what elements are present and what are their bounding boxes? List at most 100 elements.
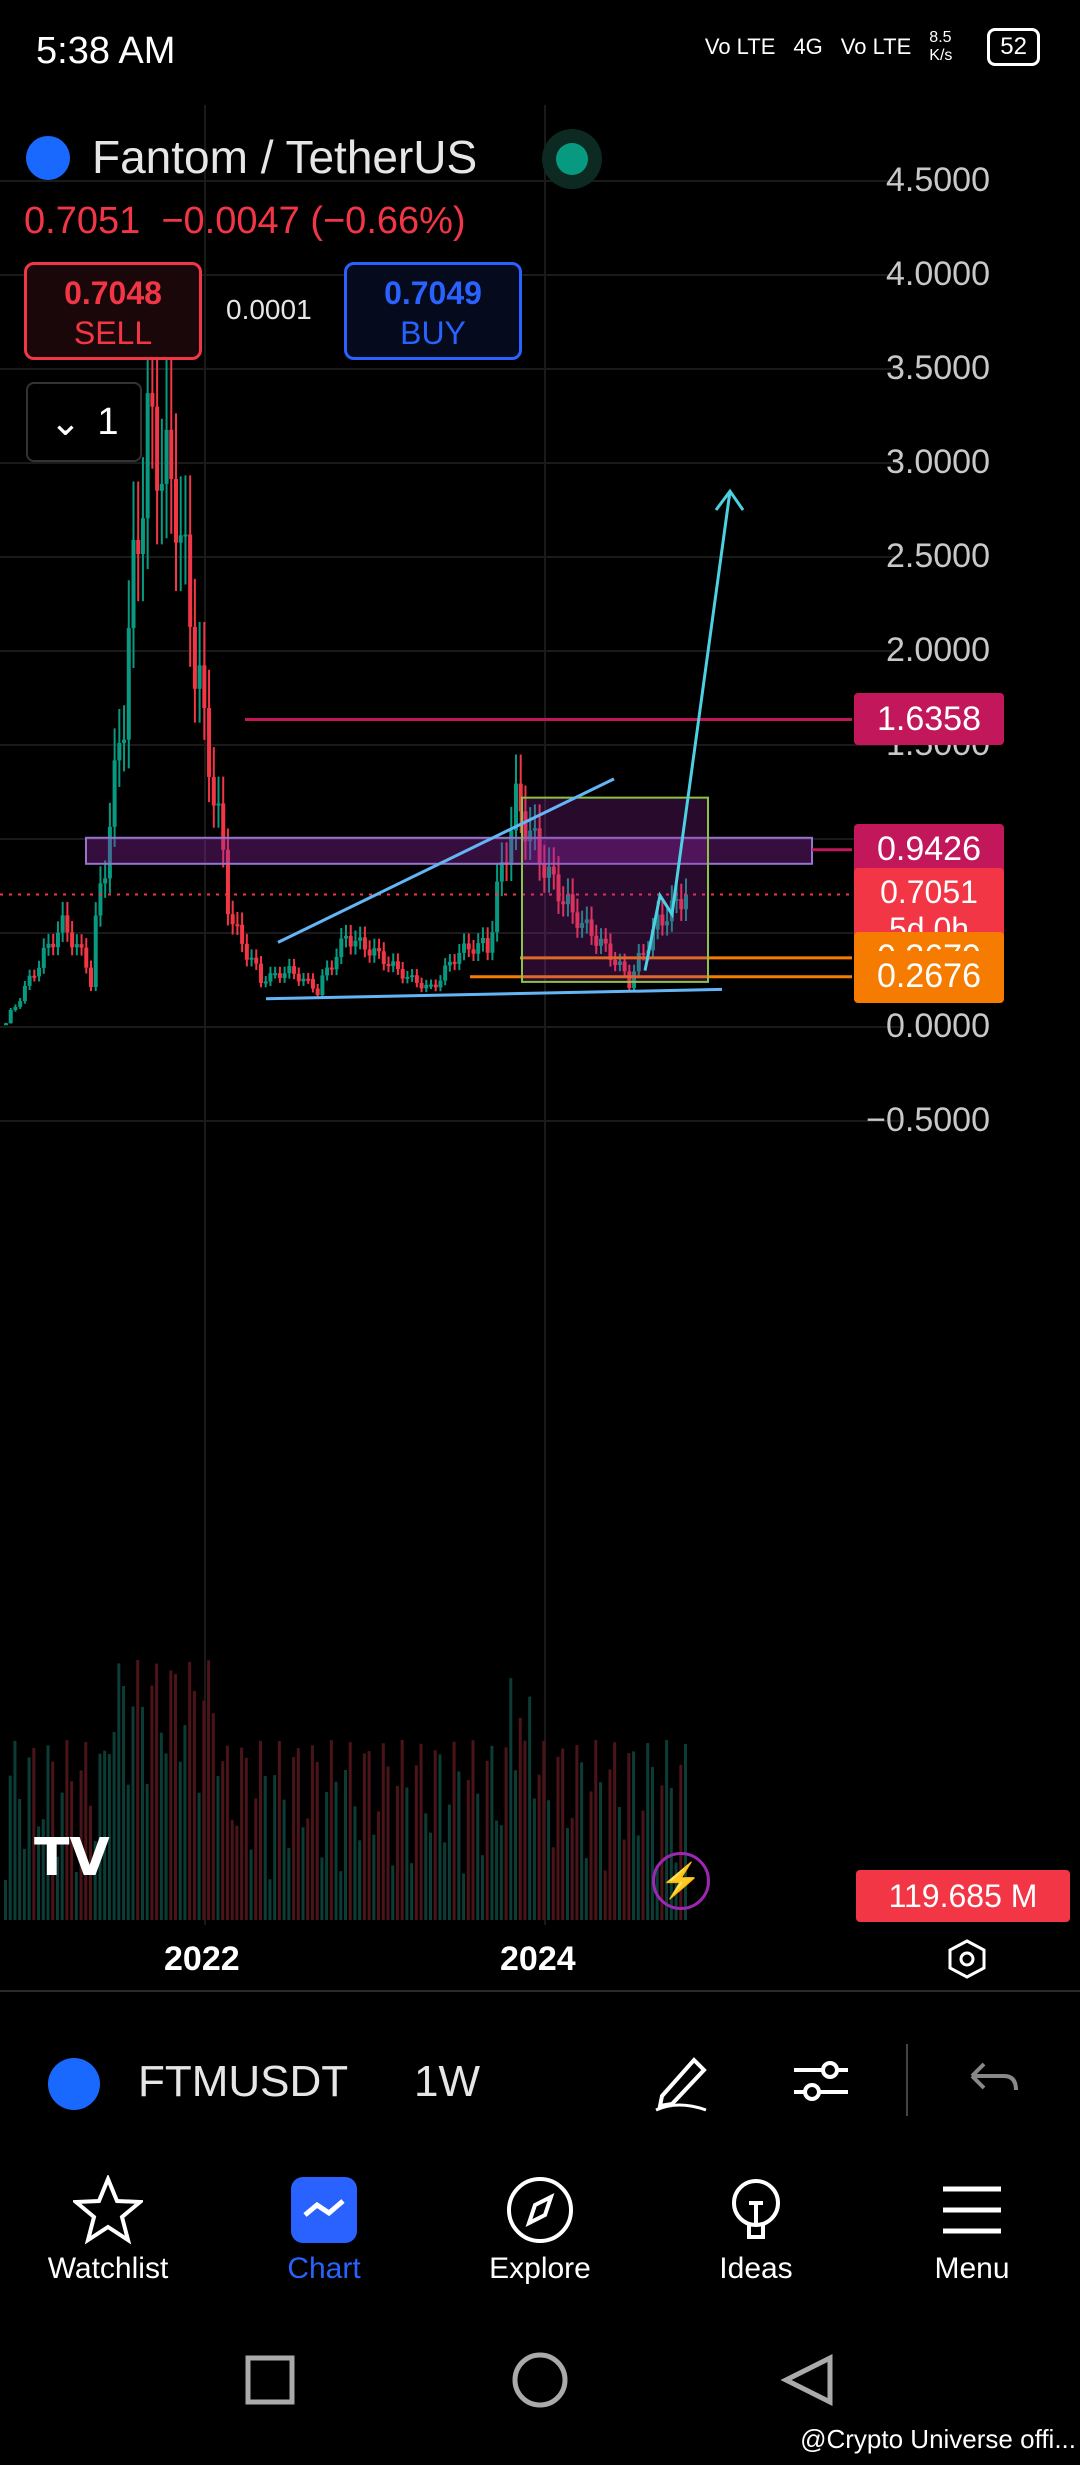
battery-icon: 52: [987, 28, 1040, 66]
volume-bar: [561, 1748, 565, 1920]
candle-body: [292, 966, 297, 974]
nav-menu[interactable]: Menu: [864, 2168, 1080, 2308]
volume-bar: [362, 1753, 366, 1920]
volume-bar: [495, 1820, 499, 1920]
status-icons: Vo LTE 4G Vo LTE 8.5 K/s 52: [705, 28, 1040, 66]
price-candles: [4, 317, 688, 1026]
volume-bar: [443, 1842, 447, 1920]
volume-bar: [202, 1700, 206, 1920]
menu-icon: [864, 2168, 1080, 2252]
volume-bar: [518, 1717, 522, 1920]
market-open-indicator: [556, 143, 588, 175]
candle-body: [367, 949, 372, 956]
volume-bar: [93, 1841, 97, 1920]
volume-bar: [627, 1753, 631, 1920]
candle-body: [466, 943, 471, 950]
candle-body: [377, 948, 382, 952]
candle-body: [518, 783, 523, 812]
candle-body: [329, 967, 334, 970]
volume-bar: [282, 1799, 286, 1920]
volume-bar: [646, 1743, 650, 1920]
volume-bar: [240, 1747, 244, 1920]
nav-watchlist[interactable]: Watchlist: [0, 2168, 216, 2308]
volume-bar: [164, 1753, 168, 1920]
symbol-selector[interactable]: FTMUSDT: [138, 2057, 349, 2106]
candle-body: [339, 938, 344, 957]
candle-body: [225, 849, 230, 915]
candle-body: [514, 783, 518, 831]
volume-bar: [55, 1856, 59, 1920]
volume-bar: [159, 1732, 163, 1920]
candle-body: [603, 938, 608, 944]
volume-bar: [22, 1848, 26, 1920]
volume-bar: [235, 1825, 239, 1920]
candle-body: [613, 959, 618, 966]
sell-button[interactable]: 0.7048 SELL: [24, 262, 202, 360]
trendline-upper: [277, 777, 615, 944]
volume-bar: [603, 1870, 607, 1920]
candle-body: [13, 1006, 18, 1010]
candle-body: [429, 984, 433, 987]
volume-bar: [466, 1780, 470, 1920]
candle-body: [41, 947, 46, 968]
volume-bar: [410, 1863, 414, 1920]
candle-body: [589, 919, 594, 936]
candle-body: [650, 929, 655, 951]
symbol-title[interactable]: Fantom / TetherUS: [92, 131, 478, 183]
price-chart[interactable]: [0, 105, 1080, 1925]
candle-body: [84, 947, 89, 968]
pencil-icon[interactable]: [648, 2048, 714, 2114]
volume-bar: [13, 1740, 17, 1920]
volume-bar: [254, 1798, 258, 1920]
candle-body: [395, 961, 400, 969]
volume-bar: [381, 1743, 385, 1920]
candle-body: [4, 1023, 8, 1026]
candle-body: [315, 988, 320, 996]
volume-bar: [225, 1745, 229, 1920]
buy-price: 0.7049: [384, 275, 482, 311]
volume-bar: [429, 1832, 432, 1920]
candle-body: [159, 483, 164, 491]
volume-bar: [306, 1818, 310, 1920]
timeframe-selector[interactable]: 1W: [414, 2057, 480, 2106]
lightning-icon[interactable]: ⚡: [652, 1852, 710, 1910]
nav-chart[interactable]: Chart: [216, 2168, 432, 2308]
candle-body: [277, 973, 282, 978]
volume-bar: [32, 1747, 36, 1920]
candle-body: [107, 826, 112, 879]
undo-icon[interactable]: [964, 2056, 1020, 2106]
nav-ideas[interactable]: Ideas: [648, 2168, 864, 2308]
sell-label: SELL: [73, 315, 153, 351]
indicators-toggle-button[interactable]: ⌄ 1: [26, 382, 142, 462]
volume-bar: [462, 1873, 466, 1920]
volume-bar: [178, 1761, 182, 1920]
trendline-lower: [265, 987, 723, 1001]
y-tick-label: 4.0000: [886, 255, 990, 293]
volume-bar: [344, 1769, 347, 1920]
volume-bar: [155, 1663, 159, 1920]
candle-body: [665, 921, 670, 926]
status-bar: 5:38 AM Vo LTE 4G Vo LTE 8.5 K/s 52: [0, 0, 1080, 105]
buy-button[interactable]: 0.7049 BUY: [344, 262, 522, 360]
change-value: −0.0047 (−0.66%): [161, 200, 466, 242]
volume-bar: [268, 1879, 272, 1920]
candle-body: [528, 830, 533, 842]
volume-bar: [608, 1769, 612, 1920]
volume-bar: [339, 1871, 343, 1920]
candle-body: [509, 830, 514, 865]
volume-bar: [46, 1745, 50, 1920]
volume-bar: [174, 1674, 177, 1920]
volume-bar: [84, 1742, 88, 1920]
nav-explore[interactable]: Explore: [432, 2168, 648, 2308]
volume-bar: [485, 1760, 489, 1920]
candle-body: [405, 976, 410, 979]
volume-bar: [556, 1756, 560, 1920]
candle-body: [202, 665, 207, 709]
volume-bar: [273, 1775, 277, 1920]
volume-bar: [74, 1871, 78, 1920]
settings-hexagon-icon[interactable]: [946, 1938, 988, 1980]
candle-body: [22, 985, 27, 1002]
volume-bar: [499, 1825, 503, 1920]
compass-icon: [432, 2168, 648, 2252]
indicator-settings-icon[interactable]: [790, 2050, 852, 2112]
